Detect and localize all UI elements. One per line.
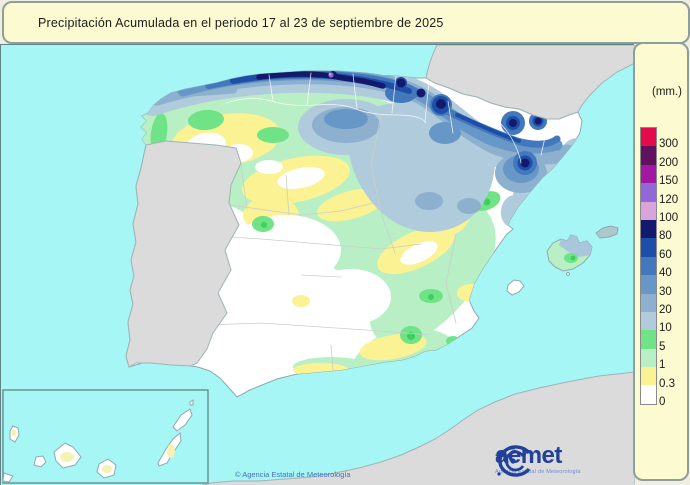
legend-swatch: [641, 128, 656, 147]
aemet-subtitle-text: Agencia Estatal de Meteorología: [495, 469, 581, 475]
legend-swatch: [641, 256, 656, 276]
legend-swatch: [641, 201, 656, 220]
legend-value-label: 80: [659, 230, 672, 243]
legend-panel: (mm.) 300 200 150 120 100 80 60 40 30 20 10 5 1 0.3 0: [633, 42, 689, 481]
legend-value-label: 100: [659, 212, 679, 224]
legend-rows: [640, 127, 657, 405]
legend-swatch: [641, 330, 656, 349]
aemet-logo: aemet Agencia Estatal de Meteorología: [493, 443, 633, 483]
legend-value-label: 5: [659, 340, 666, 353]
page-title: Precipitación Acumulada en el periodo 17…: [38, 15, 444, 30]
legend-value-label: 150: [659, 175, 679, 188]
legend-value-label: 10: [659, 322, 672, 335]
canary-inset: [2, 389, 209, 484]
balearic-islands: [506, 225, 619, 296]
legend-value-label: 1: [659, 359, 666, 372]
legend-swatch: [641, 275, 656, 294]
map-area: © Agencia Estatal de Meteorología aemet …: [0, 44, 635, 485]
legend-swatch: [641, 311, 656, 331]
legend-value-label: 200: [659, 156, 679, 169]
africa: [200, 371, 635, 485]
map-attribution: © Agencia Estatal de Meteorología: [235, 470, 351, 479]
title-box: Precipitación Acumulada en el periodo 17…: [2, 1, 690, 44]
legend-value-label: 20: [659, 304, 672, 316]
aemet-swirl-icon: [495, 445, 531, 477]
legend-value-label: 120: [659, 193, 679, 206]
legend-value-label: 60: [659, 248, 672, 261]
legend-swatch: [641, 146, 656, 165]
france: [425, 45, 635, 120]
legend-swatch: [641, 164, 656, 184]
legend-value-label: 40: [659, 267, 672, 280]
legend-unit-label: (mm.): [651, 86, 682, 98]
legend-swatch: [641, 348, 656, 368]
spain-precipitation-map: [1, 45, 635, 485]
legend-value-label: 0.3: [659, 377, 675, 390]
legend-swatch: [641, 293, 656, 312]
legend-swatch: [641, 385, 656, 404]
legend-swatch: [641, 219, 656, 239]
legend-value-label: 300: [659, 138, 679, 151]
legend-value-label: 0: [659, 396, 666, 408]
legend-swatch: [641, 183, 656, 202]
legend-swatch: [641, 367, 656, 386]
legend-value-label: 30: [659, 285, 672, 298]
legend-swatch: [641, 238, 656, 257]
portugal: [125, 140, 242, 368]
